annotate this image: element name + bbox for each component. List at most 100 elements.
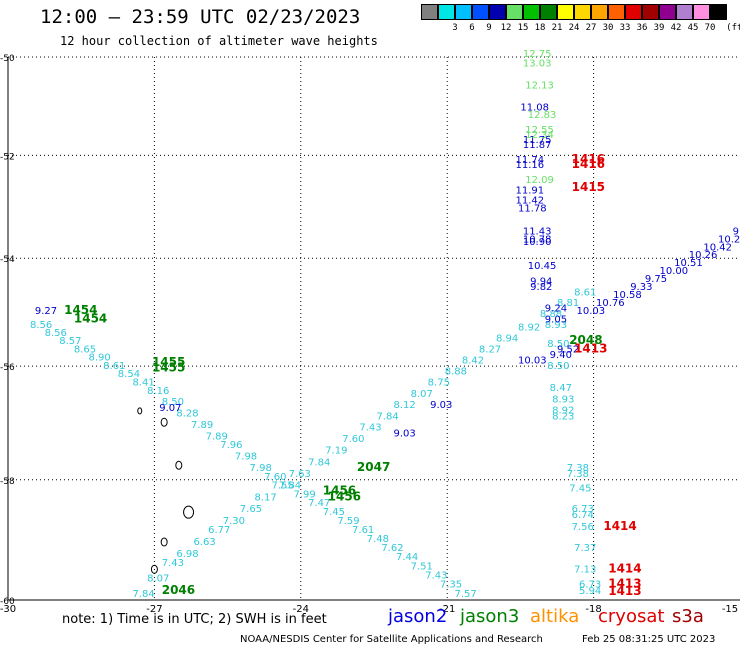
wave-height-reading: 8.92 — [518, 322, 540, 333]
pass-time-label: 1413 — [608, 577, 641, 591]
wave-height-reading: 9.94 — [530, 277, 552, 288]
wave-height-reading: 8.23 — [552, 411, 574, 422]
satellite-legend-cryosat: cryosat — [598, 606, 665, 627]
island-outline — [183, 505, 195, 519]
wave-height-reading: 8.56 — [30, 320, 52, 331]
lat-tick-label: -54 — [0, 255, 15, 265]
colorbar-cell — [591, 4, 608, 20]
wave-height-reading: 11.78 — [518, 203, 547, 214]
lat-tick-label: -52 — [0, 152, 15, 162]
pass-time-label: 2048 — [569, 333, 602, 347]
wave-height-reading: 8.07 — [411, 389, 433, 400]
wave-height-reading: 6.73 — [572, 504, 594, 515]
wave-height-reading: 8.88 — [445, 366, 467, 377]
pass-time-label: 1416 — [572, 152, 605, 166]
colorbar-tick-label: 6 — [469, 23, 475, 33]
colorbar-cell — [676, 4, 693, 20]
wave-height-reading: 11.87 — [523, 140, 552, 151]
island-outline — [160, 417, 168, 427]
colorbar-tick-label: 70 — [704, 23, 716, 33]
wave-height-reading: 7.84 — [376, 411, 398, 422]
wave-height-reading: 9.03 — [430, 400, 452, 411]
wave-height-reading: 10.78 — [523, 234, 552, 245]
page-subtitle: 12 hour collection of altimeter wave hei… — [60, 34, 378, 48]
colorbar-tick-label: 33 — [619, 23, 631, 33]
wave-height-reading: 7.61 — [352, 525, 374, 536]
wave-height-reading: 11.42 — [516, 196, 545, 207]
wave-height-reading: 12.09 — [525, 175, 554, 186]
wave-height-reading: 10.03 — [518, 355, 547, 366]
wave-height-reading: 7.60 — [342, 434, 364, 445]
wave-height-reading: 8.93 — [545, 320, 567, 331]
wave-height-reading: 10.90 — [523, 237, 552, 248]
page-title: 12:00 – 23:59 UTC 02/23/2023 — [40, 6, 361, 28]
wave-height-reading: 8.93 — [552, 394, 574, 405]
wave-height-reading: 7.38 — [567, 469, 589, 480]
colorbar-cell — [642, 4, 659, 20]
wave-height-reading: 11.91 — [516, 185, 545, 196]
wave-height-reading: 10.00 — [659, 266, 688, 277]
wave-height-reading: 9.13 — [733, 227, 740, 238]
wave-height-reading: 7.59 — [337, 516, 359, 527]
wave-height-reading: 8.61 — [574, 287, 596, 298]
wave-height-reading: 7.43 — [425, 570, 447, 581]
colorbar-unit-label: (ft) — [726, 23, 740, 33]
wave-height-reading: 12.75 — [523, 49, 552, 60]
wave-height-reading: 8.17 — [254, 492, 276, 503]
wave-height-reading: 12.83 — [528, 110, 557, 121]
wave-height-reading: 5.94 — [579, 586, 601, 597]
wave-height-reading: 8.28 — [176, 409, 198, 420]
colorbar-tick-label: 18 — [534, 23, 546, 33]
wave-height-reading: 7.96 — [220, 440, 242, 451]
colorbar-tick-label: 24 — [568, 23, 580, 33]
colorbar-cell — [523, 4, 540, 20]
footer-timestamp: Feb 25 08:31:25 UTC 2023 — [582, 634, 716, 645]
pass-time-label: 1454 — [64, 303, 97, 317]
wave-height-reading: 10.42 — [703, 242, 732, 253]
wave-height-reading: 10.45 — [528, 261, 557, 272]
colorbar-tick-label: 36 — [636, 23, 648, 33]
wave-height-reading: 8.75 — [428, 378, 450, 389]
wave-height-reading: 7.65 — [240, 504, 262, 515]
wave-height-reading: 11.43 — [523, 227, 552, 238]
wave-height-reading: 9.24 — [545, 304, 567, 315]
wave-height-reading: 7.89 — [191, 420, 213, 431]
colorbar-cell — [557, 4, 574, 20]
colorbar-cell — [693, 4, 710, 20]
wave-height-reading: 8.42 — [462, 355, 484, 366]
pass-time-label: 2046 — [162, 583, 195, 597]
wave-height-reading: 7.60 — [264, 472, 286, 483]
colorbar-tick-label: 15 — [517, 23, 529, 33]
wave-height-reading: 9.82 — [530, 282, 552, 293]
footer-credit: NOAA/NESDIS Center for Satellite Applica… — [240, 634, 543, 645]
wave-height-reading: 7.98 — [235, 451, 257, 462]
wave-height-reading: 9.27 — [35, 306, 57, 317]
wave-height-reading: 7.43 — [359, 423, 381, 434]
wave-height-reading: 7.56 — [572, 522, 594, 533]
wave-height-reading: 7.55 — [272, 481, 294, 492]
wave-height-reading: 7.13 — [574, 564, 596, 575]
footer-note: note: 1) Time is in UTC; 2) SWH is in fe… — [62, 612, 327, 627]
pass-time-label: 1414 — [608, 561, 641, 575]
wave-height-reading: 7.99 — [293, 489, 315, 500]
pass-time-label: 1456 — [323, 483, 356, 497]
pass-time-label: 1413 — [574, 341, 607, 355]
wave-height-reading: 8.47 — [550, 383, 572, 394]
pass-time-label: 1414 — [603, 519, 636, 533]
wave-height-reading: 9.07 — [159, 403, 181, 414]
satellite-legend-altika: altika — [530, 606, 580, 627]
wave-height-reading: 8.94 — [496, 333, 518, 344]
wave-height-reading: 8.07 — [147, 574, 169, 585]
lat-tick-label: -58 — [0, 477, 15, 487]
colorbar-cell — [608, 4, 625, 20]
lon-tick-label: -27 — [146, 604, 162, 615]
island-outline — [150, 564, 158, 574]
wave-height-reading: 11.16 — [516, 160, 545, 171]
colorbar-tick-label: 21 — [551, 23, 563, 33]
wave-height-reading: 8.92 — [552, 406, 574, 417]
lon-tick-label: -18 — [585, 604, 601, 615]
island-outline — [137, 407, 143, 415]
wave-height-reading: 9.03 — [394, 428, 416, 439]
colorbar-cell — [489, 4, 506, 20]
